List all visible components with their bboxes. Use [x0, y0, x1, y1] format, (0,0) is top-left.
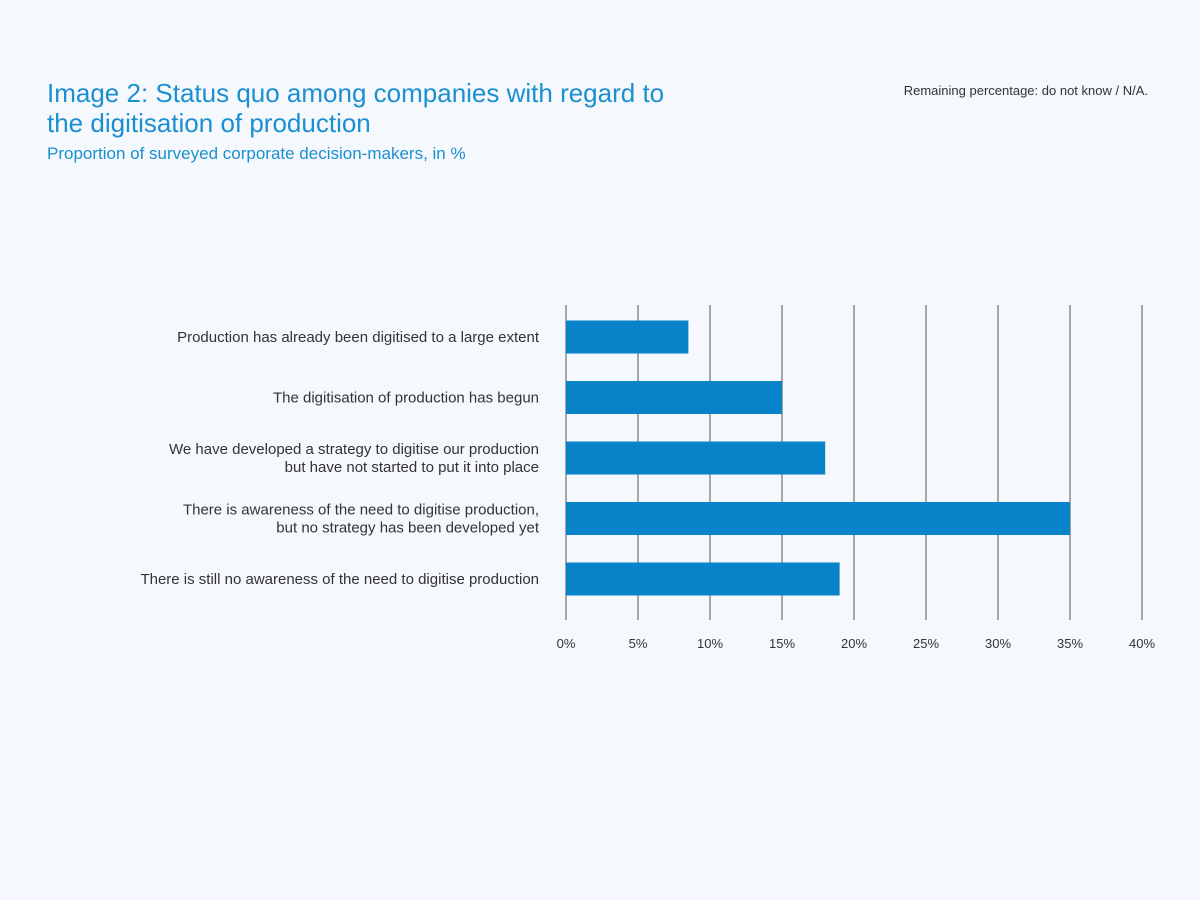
category-label: There is awareness of the need to digiti…	[183, 502, 539, 519]
bar	[566, 441, 826, 475]
category-label: There is still no awareness of the need …	[140, 571, 539, 588]
x-tick-label: 35%	[1057, 636, 1083, 651]
x-tick-label: 30%	[985, 636, 1011, 651]
x-tick-label: 40%	[1129, 636, 1155, 651]
x-tick-label: 20%	[841, 636, 867, 651]
x-tick-label: 25%	[913, 636, 939, 651]
bar	[566, 502, 1070, 535]
category-label: but no strategy has been developed yet	[276, 520, 540, 537]
chart-subtitle: Proportion of surveyed corporate decisio…	[47, 144, 466, 163]
bar	[566, 320, 689, 354]
bar	[566, 381, 782, 414]
category-label: The digitisation of production has begun	[273, 390, 539, 407]
category-label: but have not started to put it into plac…	[285, 459, 539, 476]
category-label: We have developed a strategy to digitise…	[169, 441, 539, 458]
x-tick-label: 0%	[557, 636, 576, 651]
x-tick-label: 15%	[769, 636, 795, 651]
chart-title: Image 2: Status quo among companies with…	[47, 78, 665, 138]
x-tick-label: 10%	[697, 636, 723, 651]
bar	[566, 562, 840, 596]
remaining-percentage-note: Remaining percentage: do not know / N/A.	[903, 83, 1148, 98]
category-label: Production has already been digitised to…	[177, 329, 540, 346]
x-tick-label: 5%	[629, 636, 648, 651]
